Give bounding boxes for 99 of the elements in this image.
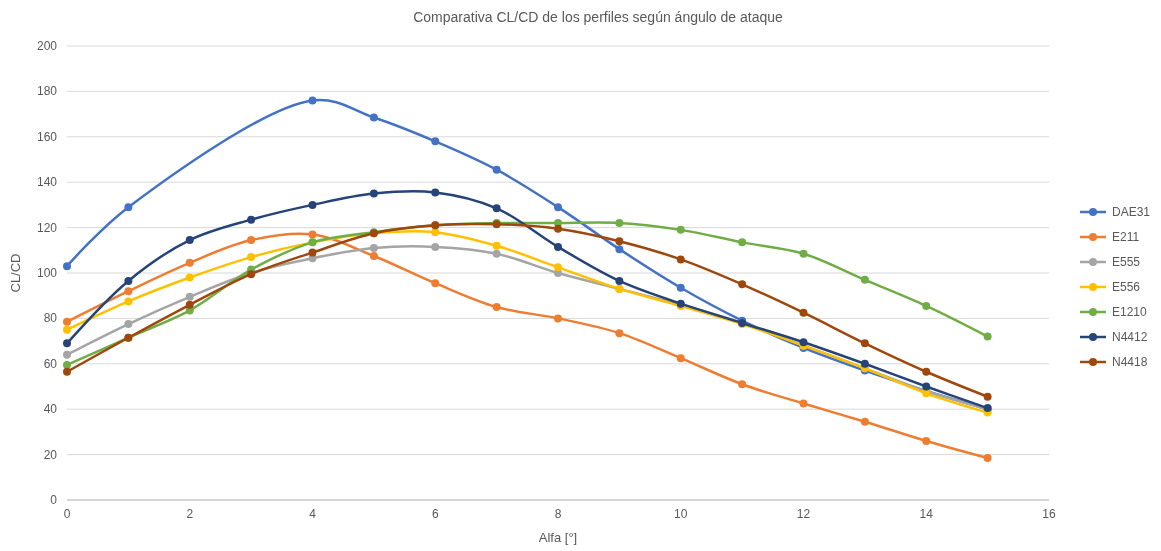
point (860, 339, 869, 348)
x-axis-title: Alfa [°] (538, 530, 578, 545)
legend-label: N4412 (1112, 330, 1148, 344)
point (492, 204, 501, 213)
point (308, 248, 317, 257)
point (799, 249, 808, 258)
point (676, 283, 685, 292)
y-tick-label: 180 (36, 84, 58, 99)
y-tick-label: 200 (36, 39, 58, 53)
y-tick-label: 80 (43, 311, 58, 326)
point (922, 367, 931, 376)
y-axis-title: CL/CD (8, 253, 23, 293)
point (431, 188, 440, 197)
x-tick-label: 16 (1042, 507, 1056, 521)
x-tick-label: 4 (309, 507, 317, 521)
x-tick-label: 12 (796, 507, 811, 521)
x-tick-label: 10 (674, 507, 688, 521)
point (431, 242, 440, 251)
point (124, 276, 133, 285)
point (799, 399, 808, 408)
y-tick-label: 120 (36, 220, 58, 235)
y-tick-label: 0 (50, 493, 58, 507)
point (431, 228, 440, 237)
legend-label: E556 (1112, 280, 1141, 294)
point (615, 245, 624, 254)
chart-title: Comparativa CL/CD de los perfiles según ángulo de ataque (413, 9, 784, 25)
point (185, 258, 194, 267)
point (124, 320, 133, 329)
point (492, 165, 501, 174)
point (124, 287, 133, 296)
point (124, 203, 133, 212)
point (185, 300, 194, 309)
point (554, 263, 562, 272)
x-tick-label: 2 (186, 507, 194, 521)
point (615, 237, 624, 246)
point (738, 380, 747, 389)
legend-label: DAE31 (1112, 205, 1151, 219)
point (308, 96, 317, 105)
point (676, 354, 685, 363)
legend-label: E555 (1112, 255, 1141, 269)
point (860, 359, 869, 368)
x-tick-label: 0 (63, 507, 71, 521)
point (738, 238, 747, 247)
x-tick-label: 8 (554, 507, 562, 521)
point (492, 249, 501, 258)
y-tick-label: 60 (43, 356, 58, 371)
y-tick-label: 40 (43, 402, 58, 417)
point (185, 236, 194, 245)
y-tick-label: 100 (36, 266, 58, 280)
point (554, 203, 562, 212)
point (922, 382, 931, 391)
y-tick-label: 140 (36, 175, 58, 190)
point (124, 297, 133, 306)
point (860, 275, 869, 284)
legend-label: N4418 (1112, 355, 1148, 369)
point (63, 360, 71, 369)
point (369, 251, 378, 260)
point (369, 113, 378, 122)
point (63, 317, 71, 326)
point (63, 350, 71, 359)
point (676, 255, 685, 264)
legend-label: E211 (1112, 230, 1140, 244)
point (369, 189, 378, 198)
point (369, 244, 378, 253)
point (922, 301, 931, 310)
x-tick-label: 14 (919, 507, 934, 521)
point (63, 367, 71, 376)
point (492, 303, 501, 312)
point (308, 230, 317, 239)
point (492, 241, 501, 250)
y-tick-label: 160 (36, 129, 58, 144)
point (63, 325, 71, 334)
point (799, 308, 808, 317)
point (983, 392, 992, 401)
point (247, 236, 256, 245)
point (554, 242, 562, 251)
y-tick-label: 20 (43, 447, 58, 462)
point (615, 219, 624, 228)
point (185, 273, 194, 282)
point (615, 329, 624, 338)
point (63, 339, 71, 348)
point (860, 417, 869, 426)
point (431, 279, 440, 288)
point (676, 225, 685, 234)
point (554, 314, 562, 323)
point (738, 280, 747, 289)
point (983, 454, 992, 463)
point (247, 253, 256, 262)
point (922, 436, 931, 445)
point (308, 200, 317, 209)
x-tick-label: 6 (431, 507, 439, 521)
point (615, 276, 624, 285)
point (554, 224, 562, 233)
point (431, 137, 440, 146)
point (185, 292, 194, 301)
point (63, 262, 71, 271)
point (247, 215, 256, 224)
legend-label: E1210 (1112, 305, 1148, 319)
point (983, 332, 992, 341)
